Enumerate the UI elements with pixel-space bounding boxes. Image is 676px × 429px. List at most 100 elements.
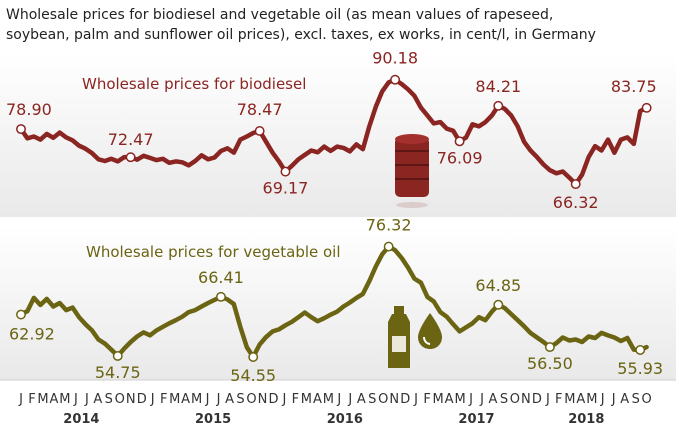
biodiesel-point-marker	[125, 152, 136, 163]
biodiesel-point-marker	[454, 136, 465, 147]
vegetable-oil-point-marker	[216, 291, 226, 302]
month-tick-label: J	[150, 392, 155, 407]
vegetable-oil-panel-title: Wholesale prices for vegetable oil	[86, 243, 341, 261]
month-tick-label: M	[323, 392, 334, 407]
month-tick-label: J	[18, 392, 23, 407]
biodiesel-panel-title: Wholesale prices for biodiesel	[82, 75, 306, 93]
month-tick-label: J	[545, 392, 550, 407]
biodiesel-point-marker	[493, 100, 504, 111]
vegetable-oil-point-marker	[635, 345, 646, 355]
month-tick-label: F	[292, 392, 299, 407]
month-tick-label: J	[73, 392, 78, 407]
biodiesel-value-label: 69.17	[263, 179, 309, 198]
month-tick-label: J	[468, 392, 473, 407]
month-tick-label: J	[216, 392, 221, 407]
month-tick-label: D	[268, 392, 278, 407]
month-tick-label: O	[115, 392, 125, 407]
month-tick-label: M	[191, 392, 202, 407]
month-tick-label: J	[347, 392, 352, 407]
vegetable-oil-value-label: 62.92	[9, 325, 55, 344]
month-tick-label: A	[181, 392, 190, 407]
month-tick-label: N	[521, 392, 531, 407]
bottle-cap	[394, 306, 404, 314]
year-label: 2014	[63, 412, 99, 427]
month-tick-label: S	[632, 392, 640, 407]
year-label: 2016	[327, 412, 363, 427]
month-tick-label: A	[620, 392, 629, 407]
vegetable-oil-value-label: 66.41	[198, 268, 244, 287]
barrel-body	[395, 137, 429, 197]
month-tick-label: A	[576, 392, 585, 407]
oil-drop-icon	[418, 313, 442, 349]
vegetable-oil-value-label: 55.93	[617, 359, 663, 378]
vegetable-oil-price-line	[18, 244, 649, 360]
month-tick-label: J	[611, 392, 616, 407]
oil-bottle-icon	[388, 306, 410, 368]
month-tick-label: M	[59, 392, 70, 407]
month-tick-label: S	[105, 392, 113, 407]
month-tick-label: N	[258, 392, 268, 407]
month-tick-label: A	[445, 392, 454, 407]
month-tick-label: O	[378, 392, 388, 407]
biodiesel-value-label: 78.47	[237, 100, 283, 119]
drop-highlight	[423, 336, 431, 345]
month-tick-label: S	[236, 392, 244, 407]
month-tick-label: M	[169, 392, 180, 407]
vegetable-oil-value-label: 64.85	[475, 276, 521, 295]
barrel-reflection	[396, 202, 428, 208]
vegetable-oil-point-marker	[493, 299, 504, 310]
vegetable-oil-value-label: 76.32	[366, 216, 412, 235]
vegetable-oil-point-marker	[16, 309, 26, 320]
biodiesel-value-label: 72.47	[108, 130, 154, 149]
month-tick-label: N	[126, 392, 136, 407]
biodiesel-value-label: 66.32	[553, 193, 599, 212]
vegetable-oil-panel-background	[0, 226, 676, 380]
month-tick-label: F	[423, 392, 430, 407]
year-label: 2015	[195, 412, 231, 427]
month-tick-label: O	[246, 392, 256, 407]
biodiesel-value-label: 78.90	[6, 100, 52, 119]
month-tick-label: D	[137, 392, 147, 407]
month-tick-label: D	[532, 392, 542, 407]
month-tick-label: M	[586, 392, 597, 407]
month-tick-label: A	[225, 392, 234, 407]
month-tick-label: S	[500, 392, 508, 407]
month-tick-label: A	[49, 392, 58, 407]
biodiesel-value-label: 84.21	[475, 77, 521, 96]
month-tick-label: J	[336, 392, 341, 407]
vegetable-oil-value-label: 56.50	[527, 354, 573, 373]
month-tick-label: A	[489, 392, 498, 407]
biodiesel-point-marker	[16, 124, 26, 135]
biodiesel-point-marker	[280, 166, 291, 177]
month-tick-label: J	[413, 392, 418, 407]
chart-title-line-1: Wholesale prices for biodiesel and veget…	[6, 7, 554, 23]
vegetable-oil-value-label: 54.55	[230, 366, 276, 385]
biodiesel-price-line	[18, 77, 649, 187]
vegetable-oil-value-label: 54.75	[95, 363, 141, 382]
month-tick-label: M	[432, 392, 443, 407]
vegetable-oil-point-marker	[248, 352, 259, 362]
month-tick-label: M	[454, 392, 465, 407]
month-tick-label: A	[357, 392, 366, 407]
biodiesel-point-marker	[641, 102, 652, 113]
oil-barrel-icon	[395, 134, 429, 208]
barrel-top	[395, 134, 429, 144]
month-tick-label: J	[205, 392, 210, 407]
month-tick-label: J	[84, 392, 89, 407]
month-tick-label: F	[160, 392, 167, 407]
month-tick-label: M	[301, 392, 312, 407]
month-tick-label: F	[28, 392, 35, 407]
month-tick-label: M	[37, 392, 48, 407]
month-tick-label: M	[564, 392, 575, 407]
month-tick-label: O	[510, 392, 520, 407]
month-tick-label: J	[479, 392, 484, 407]
vegetable-oil-point-marker	[112, 351, 123, 361]
month-tick-label: A	[313, 392, 322, 407]
biodiesel-point-marker	[570, 179, 581, 190]
month-tick-label: A	[93, 392, 102, 407]
chart-title-line-2: soybean, palm and sunflower oil prices),…	[6, 27, 596, 43]
month-tick-label: S	[368, 392, 376, 407]
year-label: 2017	[458, 412, 494, 427]
month-tick-label: D	[400, 392, 410, 407]
